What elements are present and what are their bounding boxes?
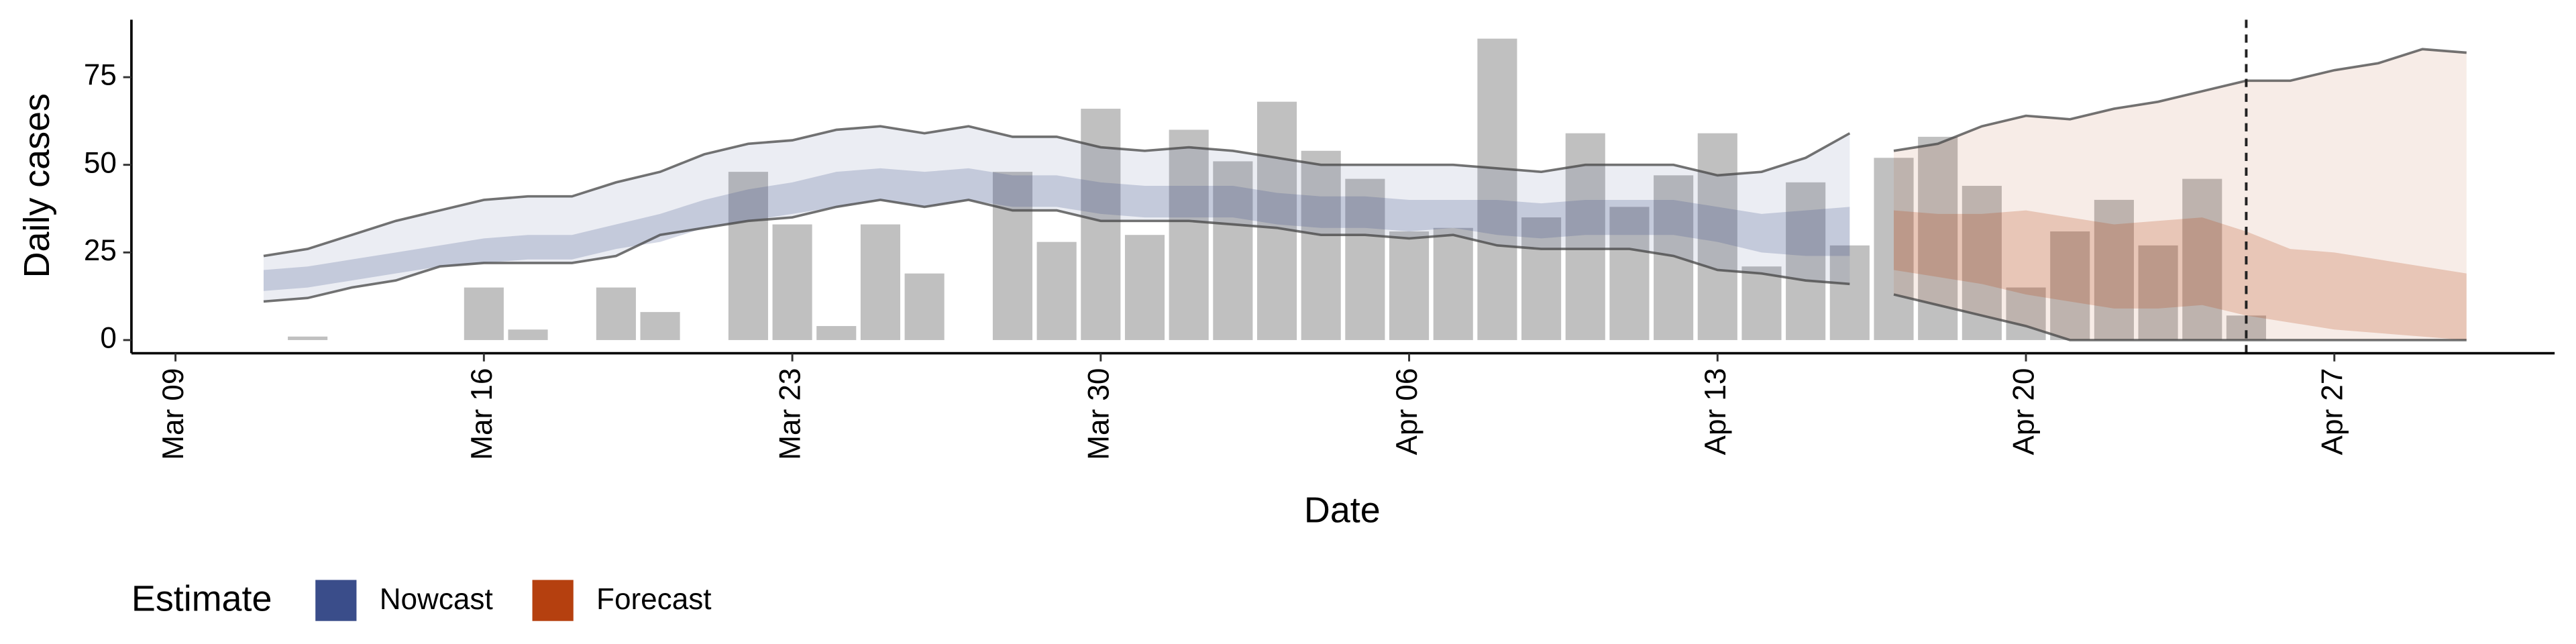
bar: [772, 224, 812, 340]
bar: [288, 336, 328, 340]
band-edge: [263, 199, 1850, 303]
inner-band: [263, 168, 1850, 291]
bar: [1036, 241, 1077, 340]
x-tick-label: Mar 30: [1082, 368, 1115, 460]
bar: [1389, 231, 1430, 340]
bar: [1345, 178, 1385, 340]
x-tick-label: Mar 16: [466, 368, 498, 460]
band-edge: [1893, 293, 2467, 341]
legend-swatch: [532, 580, 574, 621]
bar: [1433, 227, 1473, 340]
bar: [2050, 231, 2090, 340]
band-edge: [263, 125, 1851, 258]
bar: [508, 329, 548, 340]
band-edge: [1893, 48, 2467, 152]
bar: [1654, 175, 1694, 340]
bar: [1697, 133, 1737, 340]
bar: [1829, 245, 1870, 340]
legend-swatch: [315, 580, 357, 621]
bar: [1477, 38, 1517, 340]
bar: [992, 172, 1033, 340]
y-tick-label: 50: [84, 146, 117, 179]
bar: [816, 326, 857, 340]
bar: [860, 224, 900, 340]
legend-title: Estimate: [131, 579, 272, 619]
bar: [2094, 199, 2134, 340]
bar: [2138, 245, 2178, 340]
x-tick-label: Mar 09: [157, 368, 190, 460]
bar: [1169, 129, 1209, 340]
y-tick-label: 75: [84, 59, 117, 92]
bar: [596, 287, 636, 340]
x-axis-title: Date: [1304, 490, 1381, 530]
bar: [1521, 217, 1562, 340]
bar: [1786, 182, 1826, 340]
outer-band: [263, 126, 1850, 302]
x-tick-label: Apr 27: [2316, 368, 2349, 455]
bar: [1301, 150, 1341, 340]
y-tick-label: 25: [84, 234, 117, 267]
y-axis-title: Daily cases: [17, 93, 57, 278]
bar: [1874, 158, 1914, 340]
bar: [464, 287, 504, 340]
y-tick-label: 0: [100, 322, 117, 355]
x-tick-label: Mar 23: [774, 368, 807, 460]
outer-band: [1894, 49, 2467, 340]
bar: [640, 312, 680, 340]
bar: [1256, 101, 1297, 340]
bar: [2182, 178, 2222, 340]
bar: [1213, 161, 1253, 340]
bar: [1609, 207, 1650, 340]
x-tick-label: Apr 06: [1391, 368, 1424, 455]
x-tick-label: Apr 13: [1699, 368, 1732, 455]
legend-label: Nowcast: [380, 583, 493, 616]
bar: [1124, 235, 1165, 340]
bar: [1741, 266, 1782, 340]
legend-label: Forecast: [596, 583, 711, 616]
bar: [728, 172, 768, 340]
bar: [904, 273, 945, 340]
x-tick-label: Apr 20: [2008, 368, 2041, 455]
inner-band: [1894, 210, 2467, 340]
